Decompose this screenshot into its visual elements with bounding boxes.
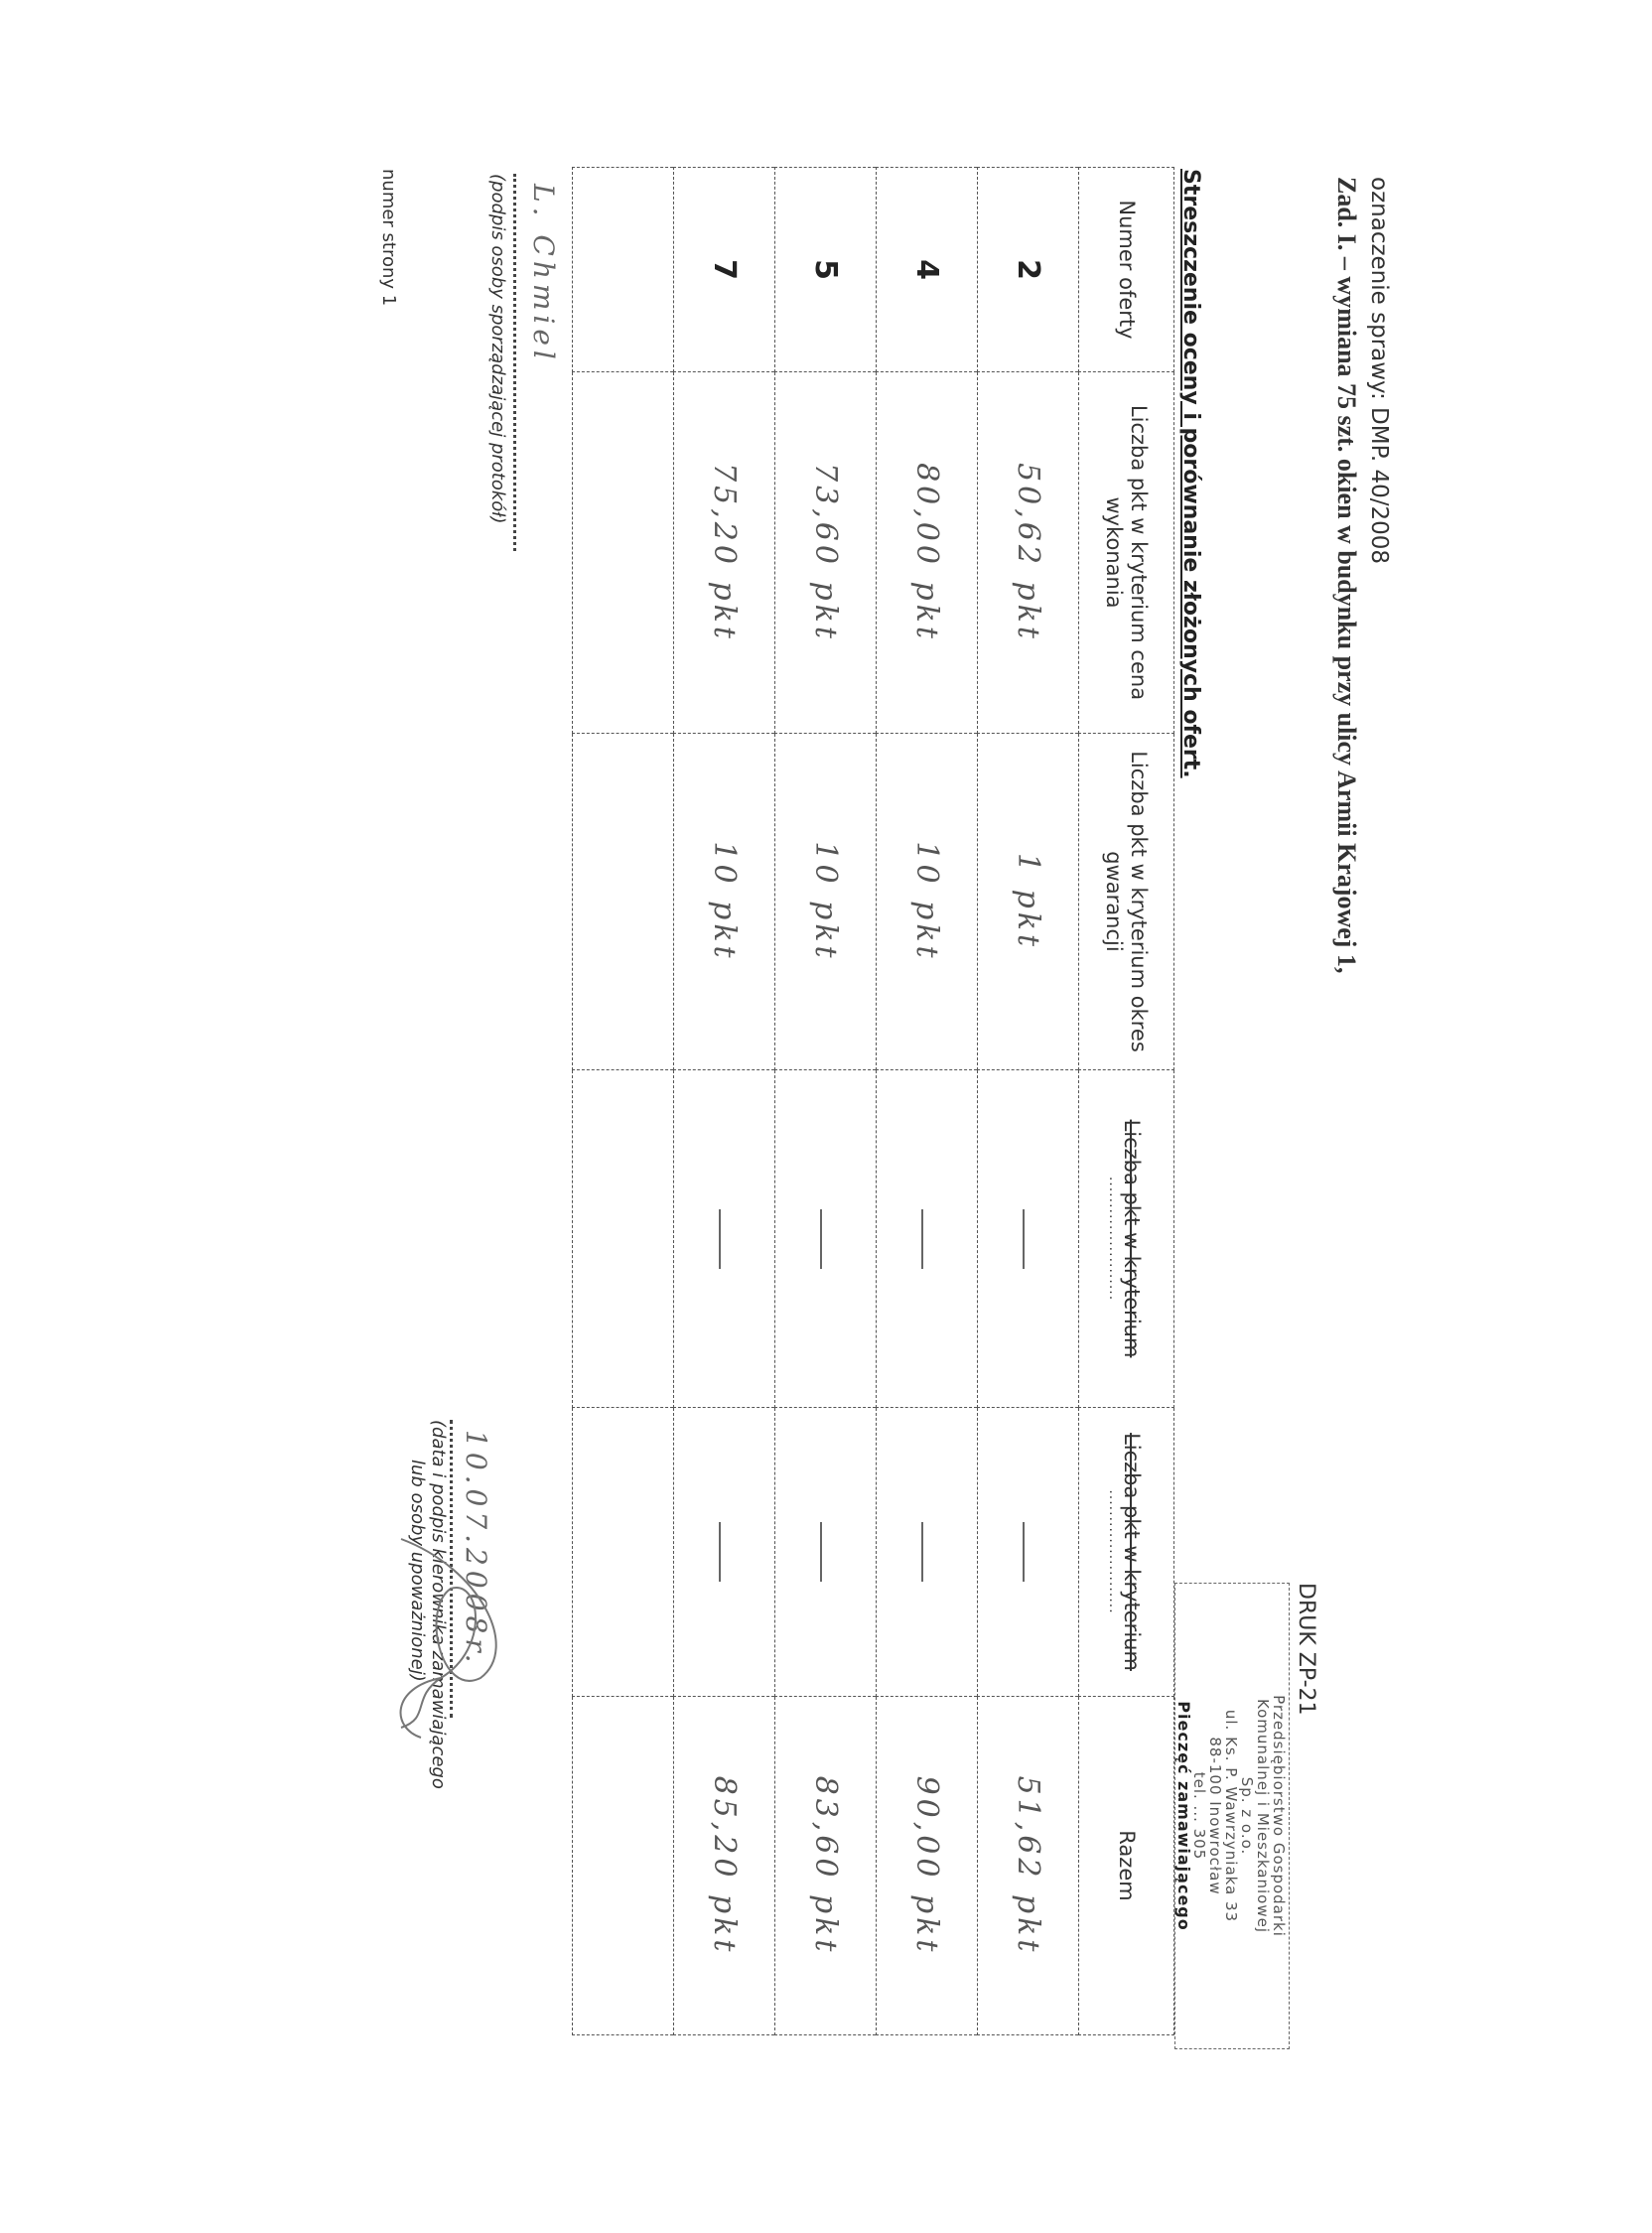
total-points: 90,00 pkt — [909, 1775, 944, 1956]
warranty-points: 10 pkt — [808, 841, 843, 962]
warranty-points: 1 pkt — [1011, 852, 1045, 951]
empty-criterion: — — [820, 1522, 822, 1582]
warranty-points: 10 pkt — [707, 841, 742, 962]
stamp-line: tel. ... 305 — [1190, 1771, 1208, 1861]
empty-criterion: — — [719, 1522, 721, 1582]
warranty-points-cell: 10 pkt — [774, 733, 877, 1070]
price-points: 73,60 pkt — [808, 463, 843, 642]
price-points-cell: 50,62 pkt — [977, 371, 1079, 734]
table-row: 5 73,60 pkt 10 pkt — — 83,60 pkt — [774, 167, 877, 2035]
empty-criterion-cell: — — [673, 1407, 775, 1697]
warranty-points: 10 pkt — [909, 841, 944, 962]
case-reference: oznaczenie sprawy: DMP. 40/2008 — [1366, 177, 1392, 565]
offer-number: 4 — [909, 259, 944, 280]
offers-table: Numer oferty Liczba pkt w kryterium cena… — [572, 167, 1174, 2035]
empty-criterion-cell: — — [977, 1069, 1079, 1408]
empty-criterion: — — [719, 1208, 721, 1269]
preparer-label: (podpis osoby sporządzającej protokół) — [487, 174, 508, 524]
empty-criterion: — — [1023, 1522, 1025, 1582]
price-points: 50,62 pkt — [1011, 463, 1045, 642]
offer-number-cell: 2 — [977, 167, 1079, 372]
total-points-cell: 85,20 pkt — [673, 1696, 775, 2035]
price-points-cell: 80,00 pkt — [876, 371, 978, 734]
table-row: 2 50,62 pkt 1 pkt — — 51,62 pkt — [977, 167, 1079, 2035]
empty-criterion-cell: — — [774, 1069, 877, 1408]
stamp-line: Komunalnej i Mieszkaniowej — [1254, 1698, 1272, 1933]
total-points: 51,62 pkt — [1011, 1775, 1045, 1956]
stamp-line: Przedsiębiorstwo Gospodarki — [1270, 1695, 1288, 1937]
offer-number-cell: 5 — [774, 167, 877, 372]
total-points-cell: 51,62 pkt — [977, 1696, 1079, 2035]
total-points-cell: 90,00 pkt — [876, 1696, 978, 2035]
company-stamp: Przedsiębiorstwo Gospodarki Komunalnej i… — [1174, 1583, 1290, 2049]
empty-criterion-cell: — — [774, 1407, 877, 1697]
warranty-points-cell: 10 pkt — [876, 733, 978, 1070]
signature-line — [513, 174, 516, 551]
warranty-points-cell: 1 pkt — [977, 733, 1079, 1070]
table-header-row: Numer oferty Liczba pkt w kryterium cena… — [1078, 167, 1174, 2035]
offer-number: 5 — [808, 259, 843, 280]
empty-criterion: — — [921, 1208, 923, 1269]
table-row-empty — [572, 167, 674, 2035]
total-points: 85,20 pkt — [707, 1775, 742, 1956]
preparer-signature: L. Chmiel — [527, 184, 560, 364]
warranty-points-cell: 10 pkt — [673, 733, 775, 1070]
table-row: 4 80,00 pkt 10 pkt — — 90,00 pkt — [876, 167, 978, 2035]
stamp-line: Sp. z o.o. — [1238, 1776, 1256, 1856]
dotted-fill: ....................... — [1106, 1176, 1122, 1302]
offer-number: 7 — [707, 259, 742, 280]
stamp-line: 88-100 Inowrocław — [1206, 1737, 1224, 1895]
price-points: 80,00 pkt — [909, 463, 944, 642]
dotted-fill: ....................... — [1106, 1489, 1122, 1614]
empty-criterion: — — [921, 1522, 923, 1582]
empty-criterion-cell: — — [876, 1069, 978, 1408]
document-title: Zad. I. – wymiana 75 szt. okien w budynk… — [1332, 177, 1361, 974]
table-row: 7 75,20 pkt 10 pkt — — 85,20 pkt — [673, 167, 775, 2035]
total-points-cell: 83,60 pkt — [774, 1696, 877, 2035]
col-header-price: Liczba pkt w kryterium cena wykonania — [1078, 371, 1174, 734]
col-header-unused-2: Liczba pkt w kryterium..................… — [1078, 1407, 1174, 1697]
page-number: numer strony 1 — [378, 169, 399, 307]
struck-label: Liczba pkt w kryterium — [1120, 1433, 1144, 1671]
price-points-cell: 73,60 pkt — [774, 371, 877, 734]
col-header-warranty: Liczba pkt w kryterium okres gwarancji — [1078, 733, 1174, 1070]
col-header-offer: Numer oferty — [1078, 167, 1174, 372]
col-header-unused-1: Liczba pkt w kryterium..................… — [1078, 1069, 1174, 1408]
col-header-total: Razem — [1078, 1696, 1174, 2035]
empty-criterion: — — [820, 1208, 822, 1269]
empty-criterion: — — [1023, 1208, 1025, 1269]
approver-signature — [399, 1538, 497, 1739]
price-points-cell: 75,20 pkt — [673, 371, 775, 734]
form-code: DRUK ZP-21 — [1294, 1583, 1318, 1716]
struck-label: Liczba pkt w kryterium — [1120, 1119, 1144, 1358]
price-points: 75,20 pkt — [707, 463, 742, 642]
offer-number-cell: 7 — [673, 167, 775, 372]
empty-criterion-cell: — — [876, 1407, 978, 1697]
empty-criterion-cell: — — [977, 1407, 1079, 1697]
stamp-line: ul. Ks. P. Wawrzyniaka 33 — [1222, 1709, 1240, 1923]
offer-number-cell: 4 — [876, 167, 978, 372]
total-points: 83,60 pkt — [808, 1775, 843, 1956]
section-heading: Streszczenie oceny i porównanie złożonyc… — [1178, 169, 1203, 778]
stamp-caption: Pieczęć zamawiającego — [1174, 1701, 1193, 1931]
empty-criterion-cell: — — [673, 1069, 775, 1408]
offer-number: 2 — [1011, 259, 1045, 280]
